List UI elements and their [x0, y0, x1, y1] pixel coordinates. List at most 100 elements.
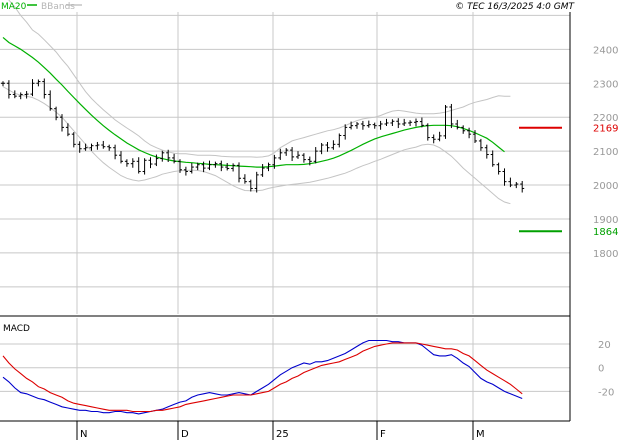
ohlc-bar	[107, 144, 112, 151]
ohlc-bar	[514, 182, 519, 189]
ohlc-bar	[508, 177, 513, 188]
resistance-label: 2169	[593, 124, 618, 135]
ohlc-bar	[449, 103, 454, 129]
price-marks: 2169 1864	[1, 0, 618, 238]
ohlc-bar	[425, 123, 430, 141]
price-grid: 1800 1900 2000 2100 2200 2300 2400	[0, 12, 618, 314]
ohlc-bar	[437, 131, 442, 142]
ohlc-bar	[130, 158, 135, 168]
ohlc-bar	[65, 123, 70, 137]
ohlc-bar	[360, 120, 365, 130]
ohlc-bar	[71, 132, 76, 148]
ohlc-bar	[231, 163, 236, 172]
ohlc-bar	[455, 119, 460, 130]
ohlc-bar	[189, 163, 194, 174]
copyright-timestamp: © TEC 16/3/2025 4:0 GMT	[455, 2, 575, 12]
ohlc-bar	[95, 141, 100, 150]
ohlc-bar	[284, 148, 289, 156]
price-tick-label: 1900	[593, 215, 618, 226]
ohlc-bar	[414, 118, 418, 127]
ohlc-bar	[77, 141, 82, 153]
ohlc-bar	[242, 174, 247, 184]
ohlc-bar	[402, 118, 407, 127]
ohlc-bar	[60, 114, 64, 132]
ohlc-bar	[325, 141, 330, 152]
x-tick-label: M	[476, 429, 485, 440]
ohlc-bar	[467, 127, 472, 139]
ohlc-bar	[195, 162, 200, 171]
ohlc-bar	[113, 144, 118, 160]
ohlc-bar	[48, 90, 53, 111]
macd-tick-label: 0	[598, 364, 604, 375]
x-tick-label: D	[181, 429, 189, 440]
ohlc-bar	[36, 79, 41, 87]
ohlc-bar	[124, 159, 129, 167]
ohlc-bar	[331, 140, 336, 150]
ohlc-bar	[313, 147, 318, 164]
ohlc-bar	[496, 162, 501, 175]
ohlc-bar	[337, 133, 342, 148]
ohlc-bar	[296, 151, 300, 159]
ohlc-bar	[278, 148, 283, 160]
ohlc-bar	[431, 134, 436, 144]
price-tick-label: 2000	[593, 181, 618, 192]
ohlc-bar	[154, 154, 159, 167]
macd-marks	[2, 339, 523, 415]
x-tick-label: F	[380, 429, 386, 440]
ohlc-bar	[248, 179, 253, 192]
ohlc-bar	[160, 150, 165, 162]
ohlc-bar	[136, 157, 141, 174]
macd-tick-label: 20	[598, 340, 611, 351]
ohlc-bar	[213, 161, 218, 168]
ohlc-bar	[384, 118, 389, 127]
ohlc-bar	[419, 117, 424, 128]
ohlc-bar	[484, 144, 489, 159]
ma20-line	[2, 36, 505, 168]
ohlc-bar	[254, 171, 259, 193]
x-tick-label: N	[80, 429, 87, 440]
ohlc-bar	[89, 143, 94, 151]
legend-ma20: MA20	[1, 2, 27, 12]
axes: N D 25 F M	[0, 12, 571, 440]
price-tick-label: 2100	[593, 147, 618, 158]
ohlc-bar	[178, 159, 182, 173]
ohlc-bar	[478, 138, 483, 151]
ohlc-bar	[502, 168, 507, 186]
ohlc-bar	[301, 153, 306, 163]
ohlc-bar	[142, 158, 147, 175]
ohlc-bar	[83, 143, 88, 151]
ohlc-bar	[378, 120, 383, 130]
ohlc-bar	[520, 180, 525, 193]
ohlc-bar	[319, 142, 324, 155]
ohlc-bar	[24, 91, 29, 99]
macd-panel-title: MACD	[3, 324, 30, 334]
ohlc-bar	[207, 160, 212, 171]
price-tick-label: 2300	[593, 79, 618, 90]
ohlc-bar	[307, 156, 312, 166]
ohlc-bar	[355, 121, 359, 129]
ohlc-bar	[343, 124, 348, 140]
ohlc-bar	[1, 81, 5, 87]
ohlc-bar	[54, 106, 59, 121]
ohlc-bar	[201, 161, 206, 173]
ohlc-bar	[18, 92, 23, 100]
ohlc-bar	[6, 80, 11, 99]
price-tick-label: 1800	[593, 249, 618, 260]
x-tick-label: 25	[276, 429, 289, 440]
ohlc-bar	[172, 153, 177, 164]
ohlc-bar	[390, 119, 395, 127]
signal-line	[2, 342, 523, 413]
ohlc-bar	[349, 121, 354, 130]
ohlc-bar	[148, 157, 153, 169]
macd-line	[2, 339, 523, 415]
ohlc-bar	[372, 122, 377, 129]
ohlc-bar	[366, 120, 371, 128]
ohlc-bar	[119, 151, 123, 164]
ohlc-bar	[490, 150, 495, 167]
macd-grid: -20 0 20	[0, 318, 614, 421]
ohlc-bar	[396, 118, 401, 129]
ohlc-bar	[42, 78, 47, 99]
bbands-upper-line	[8, 0, 511, 158]
